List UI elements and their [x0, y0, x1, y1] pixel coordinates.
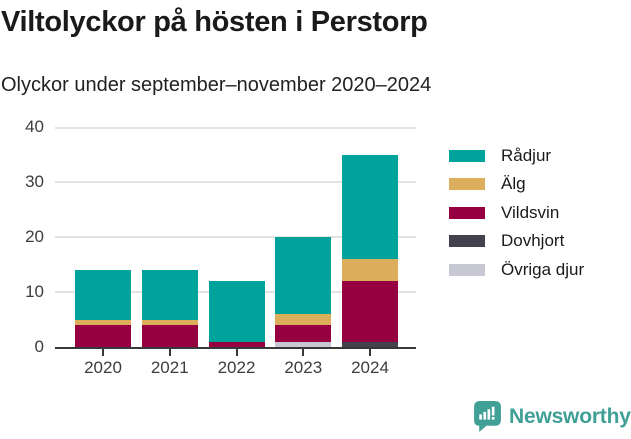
legend-label: Övriga djur [501, 259, 585, 279]
legend-swatch [449, 206, 485, 219]
legend-label: Dovhjort [501, 231, 565, 250]
legend-swatch [449, 235, 485, 247]
bar-segment-2020-rådjur [75, 270, 131, 320]
gridline-20 [55, 236, 416, 238]
x-axis-tick-2021 [168, 349, 171, 356]
bar-segment-2024-rådjur [342, 154, 398, 259]
x-axis-tick-2022 [235, 349, 238, 356]
y-axis-label-20: 20 [25, 227, 44, 246]
bar-segment-2024-vildsvin [342, 281, 398, 342]
x-axis-label-2020: 2020 [84, 358, 122, 377]
legend-item-dovhjort: Dovhjort [449, 231, 584, 252]
x-axis-tick-2024 [369, 349, 371, 356]
bar-segment-2022-vildsvin [208, 341, 265, 347]
x-axis-tick-2020 [102, 349, 104, 356]
y-axis-label-30: 30 [25, 172, 44, 191]
bar-segment-2023-rådjur [275, 237, 332, 314]
legend: Rådjur Älg Vildsvin Dovhjort Övriga djur [449, 145, 584, 288]
x-axis-label-2023: 2023 [284, 358, 323, 377]
brand-name: Newsworthy [509, 404, 631, 428]
bar-segment-2021-älg [141, 319, 198, 325]
bar-segment-2024-älg [342, 259, 398, 281]
legend-swatch [449, 178, 485, 190]
y-axis-label-40: 40 [25, 117, 44, 136]
bar-segment-2023-älg [275, 314, 332, 325]
x-axis-tick-2023 [302, 349, 305, 356]
x-axis-line [55, 347, 416, 349]
y-axis-label-10: 10 [25, 282, 44, 301]
x-axis-label-2022: 2022 [217, 358, 256, 377]
bar-segment-2020-vildsvin [75, 325, 131, 347]
x-axis-label-2021: 2021 [150, 358, 189, 377]
plot-area [55, 127, 416, 347]
legend-label: Älg [501, 174, 526, 193]
legend-label: Rådjur [501, 145, 552, 165]
bar-segment-2022-rådjur [208, 281, 265, 342]
legend-swatch [449, 149, 485, 162]
legend-item-rådjur: Rådjur [449, 145, 584, 166]
gridline-30 [55, 181, 416, 183]
legend-item-vildsvin: Vildsvin [449, 202, 584, 223]
gridline-40 [55, 127, 416, 129]
bar-segment-2023-övriga-djur [275, 341, 332, 347]
bar-segment-2021-rådjur [141, 270, 198, 320]
legend-item-älg: Älg [449, 174, 584, 195]
bar-segment-2023-vildsvin [275, 325, 332, 342]
bar-segment-2024-dovhjort [342, 341, 398, 347]
bar-segment-2020-älg [75, 319, 131, 325]
x-axis-label-2024: 2024 [351, 358, 389, 377]
newsworthy-logo: Newsworthy [474, 401, 631, 432]
legend-item-övriga-djur: Övriga djur [449, 259, 584, 280]
bar-segment-2021-vildsvin [141, 325, 198, 347]
chart-title: Viltolyckor på hösten i Perstorp [1, 6, 428, 38]
chart-subtitle: Olyckor under september–november 2020–20… [1, 74, 432, 96]
y-axis-label-0: 0 [34, 337, 44, 356]
legend-label: Vildsvin [501, 202, 560, 222]
bar-chart-speech-bubble-icon [474, 401, 501, 432]
legend-swatch [449, 263, 485, 276]
